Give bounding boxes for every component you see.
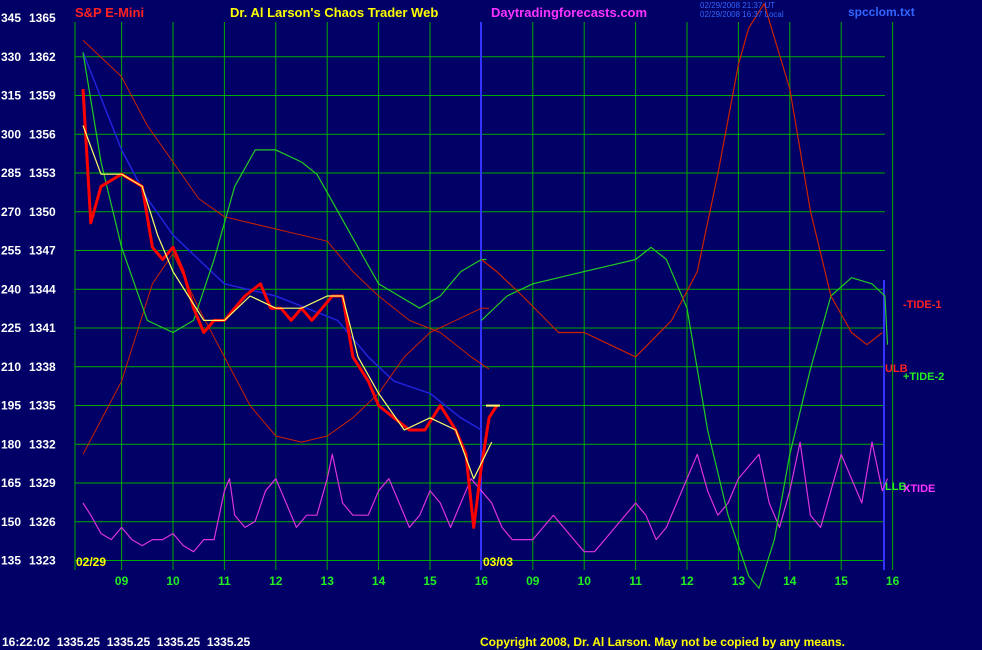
y-tick-price: 1350 <box>29 205 56 219</box>
axis-labels: 345 1365 330 1362 315 1359 300 1356 285 1353 270 13… <box>1 11 944 588</box>
y-tick-osc: 345 <box>1 11 21 25</box>
series-label: +TIDE-2 <box>903 371 944 383</box>
last-quote: 16:22:02 1335.25 1335.25 1335.25 1335.25 <box>2 635 251 649</box>
y-tick-price: 1341 <box>29 321 56 335</box>
x-tick-day: 09 <box>526 574 540 588</box>
lower-band-line <box>82 252 490 455</box>
instrument-title: S&P E-Mini <box>75 5 144 20</box>
y-tick-price: 1326 <box>29 515 56 529</box>
y-tick-osc: 150 <box>1 515 21 529</box>
y-tick-price: 1353 <box>29 166 56 180</box>
slow-average-line <box>82 52 482 431</box>
x-tick-day: 13 <box>732 574 746 588</box>
price-line <box>81 88 499 529</box>
x-tick-day: 11 <box>629 574 642 588</box>
tide2-line-post <box>480 246 889 589</box>
y-tick-price: 1338 <box>29 360 56 374</box>
timestamp-utc: 02/29/2008 21:37 UT <box>700 1 775 10</box>
series-label: LLB <box>885 481 906 493</box>
grid <box>74 22 894 570</box>
y-tick-osc: 195 <box>1 399 21 413</box>
copyright-notice: Copyright 2008, Dr. Al Larson. May not b… <box>480 635 845 649</box>
y-tick-osc: 225 <box>1 321 21 335</box>
series-label: -TIDE-1 <box>903 299 942 311</box>
y-tick-price: 1347 <box>29 244 56 258</box>
x-tick-day: 12 <box>269 574 283 588</box>
x-tick-day: 16 <box>475 574 489 588</box>
y-tick-price: 1344 <box>29 282 56 296</box>
x-tick-day: 10 <box>166 574 180 588</box>
x-tick-day: 15 <box>835 574 849 588</box>
date-label-start: 02/29 <box>76 555 106 569</box>
y-tick-osc: 210 <box>1 360 21 374</box>
tide1-line <box>481 3 883 358</box>
x-tick-day: 14 <box>372 574 386 588</box>
series-layer <box>81 3 889 589</box>
xtide-line <box>82 441 889 553</box>
y-tick-osc: 135 <box>1 554 21 568</box>
tide2-line-pre <box>82 52 487 334</box>
y-tick-osc: 315 <box>1 89 21 103</box>
series-label: ULB <box>885 363 908 375</box>
y-tick-osc: 165 <box>1 476 21 490</box>
x-tick-day: 11 <box>218 574 231 588</box>
y-tick-osc: 180 <box>1 437 21 451</box>
header-bar: S&P E-Mini Dr. Al Larson's Chaos Trader … <box>75 1 915 20</box>
y-tick-osc: 255 <box>1 244 21 258</box>
x-tick-day: 15 <box>423 574 437 588</box>
y-tick-price: 1365 <box>29 11 56 25</box>
y-tick-osc: 270 <box>1 205 21 219</box>
chart-title: Dr. Al Larson's Chaos Trader Web <box>230 5 438 20</box>
y-tick-price: 1335 <box>29 399 56 413</box>
x-tick-day: 13 <box>321 574 335 588</box>
series-label: XTIDE <box>903 483 935 495</box>
site-name[interactable]: Daytradingforecasts.com <box>491 5 647 20</box>
y-tick-price: 1329 <box>29 476 56 490</box>
y-tick-osc: 300 <box>1 127 21 141</box>
y-tick-price: 1356 <box>29 127 56 141</box>
y-tick-osc: 330 <box>1 50 21 64</box>
date-label-next: 03/03 <box>483 555 513 569</box>
y-tick-price: 1359 <box>29 89 56 103</box>
x-tick-day: 10 <box>578 574 592 588</box>
data-file-name: spcclom.txt <box>848 5 915 19</box>
y-tick-price: 1362 <box>29 50 56 64</box>
y-tick-osc: 285 <box>1 166 21 180</box>
footer-bar: 16:22:02 1335.25 1335.25 1335.25 1335.25… <box>2 635 845 649</box>
x-tick-day: 14 <box>783 574 797 588</box>
x-tick-day: 09 <box>115 574 129 588</box>
y-tick-price: 1332 <box>29 437 56 451</box>
average-line <box>82 125 493 480</box>
timestamp-local: 02/29/2008 16:37 Local <box>700 10 784 19</box>
y-tick-price: 1323 <box>29 554 56 568</box>
y-tick-osc: 240 <box>1 282 21 296</box>
x-tick-day: 12 <box>680 574 694 588</box>
x-tick-day: 16 <box>886 574 900 588</box>
